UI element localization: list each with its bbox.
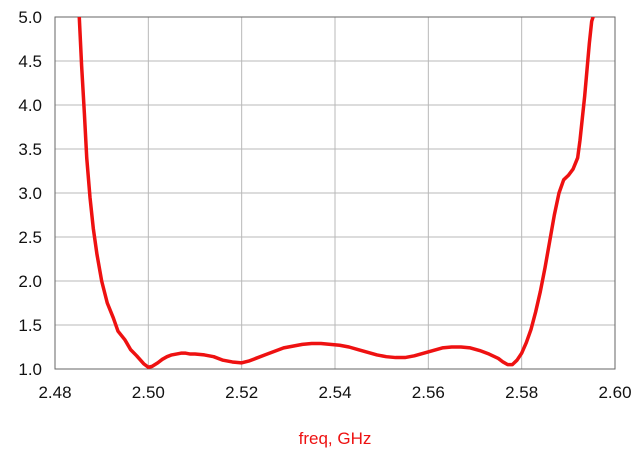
y-tick-label: 2.5 bbox=[18, 228, 42, 247]
x-tick-label: 2.50 bbox=[132, 383, 165, 402]
y-tick-label: 1.0 bbox=[18, 360, 42, 379]
x-tick-label: 2.48 bbox=[38, 383, 71, 402]
plot-border bbox=[54, 16, 616, 370]
y-tick-label: 2.0 bbox=[18, 272, 42, 291]
series-layer bbox=[77, 17, 595, 369]
y-tick-label: 3.0 bbox=[18, 184, 42, 203]
y-tick-labels: 1.0 1.5 2.0 2.5 3.0 3.5 4.0 4.5 5.0 bbox=[18, 8, 42, 379]
x-tick-label: 2.56 bbox=[412, 383, 445, 402]
y-tick-label: 4.0 bbox=[18, 96, 42, 115]
x-axis-title: freq, GHz bbox=[299, 429, 372, 448]
x-tick-label: 2.52 bbox=[225, 383, 258, 402]
y-tick-label: 5.0 bbox=[18, 8, 42, 27]
x-tick-label: 2.60 bbox=[598, 383, 631, 402]
x-tick-label: 2.54 bbox=[318, 383, 351, 402]
x-tick-label: 2.58 bbox=[505, 383, 538, 402]
grid-lines bbox=[55, 17, 615, 369]
series-line bbox=[77, 17, 595, 369]
x-tick-labels: 2.48 2.50 2.52 2.54 2.56 2.58 2.60 bbox=[38, 383, 631, 402]
plot-frame bbox=[54, 16, 616, 370]
y-tick-label: 3.5 bbox=[18, 140, 42, 159]
y-tick-label: 1.5 bbox=[18, 316, 42, 335]
y-tick-label: 4.5 bbox=[18, 52, 42, 71]
